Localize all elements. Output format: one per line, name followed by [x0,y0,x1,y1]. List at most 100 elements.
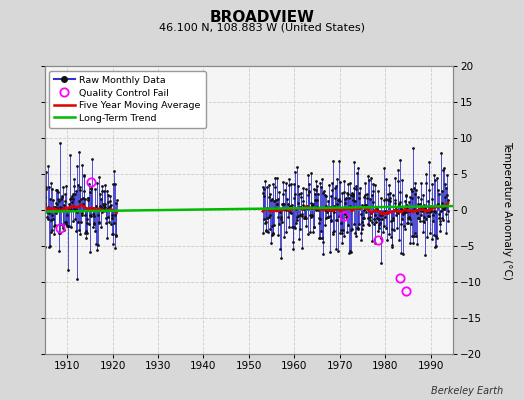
Point [410,230,419,236]
Point [335,213,343,220]
Point [438,200,446,206]
Point [395,237,403,243]
Point [302,214,310,221]
Point [429,212,437,218]
Point [440,181,449,187]
Point [82,235,90,242]
Point [281,206,289,212]
Point [289,246,298,252]
Point [41,194,49,201]
Point [83,194,92,201]
Point [360,206,368,213]
Point [111,181,119,187]
Point [376,195,385,201]
Point [440,205,449,212]
Point [45,210,53,216]
Point [409,144,417,151]
Point [103,188,111,194]
Point [409,185,418,192]
Point [330,203,339,209]
Point [274,196,282,203]
Point [298,245,307,252]
Point [337,226,345,233]
Point [359,215,368,222]
Point [80,172,89,178]
Point [432,242,440,249]
Point [308,212,316,218]
Point [353,225,362,231]
Point [64,223,73,229]
Point [392,224,401,231]
Point [106,197,115,204]
Point [106,203,114,210]
Point [307,200,315,207]
Point [300,213,309,220]
Point [441,194,449,200]
Point [316,184,325,190]
Point [360,194,368,200]
Point [359,215,367,222]
Point [71,216,79,222]
Point [278,219,286,226]
Point [422,216,431,222]
Point [284,201,292,208]
Point [326,204,334,211]
Point [307,170,315,176]
Point [354,165,362,172]
Point [377,260,386,266]
Point [386,198,395,204]
Point [72,209,81,216]
Point [421,205,430,211]
Point [442,185,450,191]
Point [301,186,310,192]
Point [42,209,51,216]
Point [277,216,286,222]
Point [299,184,307,191]
Point [398,177,407,184]
Point [49,223,58,230]
Point [346,203,355,209]
Point [70,176,78,182]
Point [320,204,328,211]
Point [438,188,446,194]
Point [303,205,311,211]
Point [379,209,387,216]
Point [337,220,345,226]
Point [85,188,94,195]
Point [279,201,287,208]
Point [77,196,85,202]
Point [374,228,382,234]
Point [263,214,271,221]
Point [43,214,51,220]
Point [100,188,108,194]
Point [291,224,300,231]
Point [381,176,390,182]
Point [70,182,78,189]
Point [50,231,59,238]
Point [343,214,352,220]
Point [342,229,351,235]
Point [59,225,67,232]
Point [361,202,369,208]
Point [394,167,402,174]
Point [110,220,118,226]
Point [58,193,67,199]
Point [60,202,69,208]
Point [394,210,402,216]
Point [275,189,283,195]
Point [108,215,116,222]
Point [373,215,381,222]
Point [293,216,301,223]
Point [320,188,329,194]
Point [441,204,450,211]
Point [344,221,353,228]
Point [278,191,287,198]
Point [374,188,382,194]
Point [283,207,292,213]
Point [347,190,356,196]
Point [358,222,367,228]
Point [81,196,90,202]
Point [321,206,330,213]
Point [86,212,94,218]
Point [416,207,424,214]
